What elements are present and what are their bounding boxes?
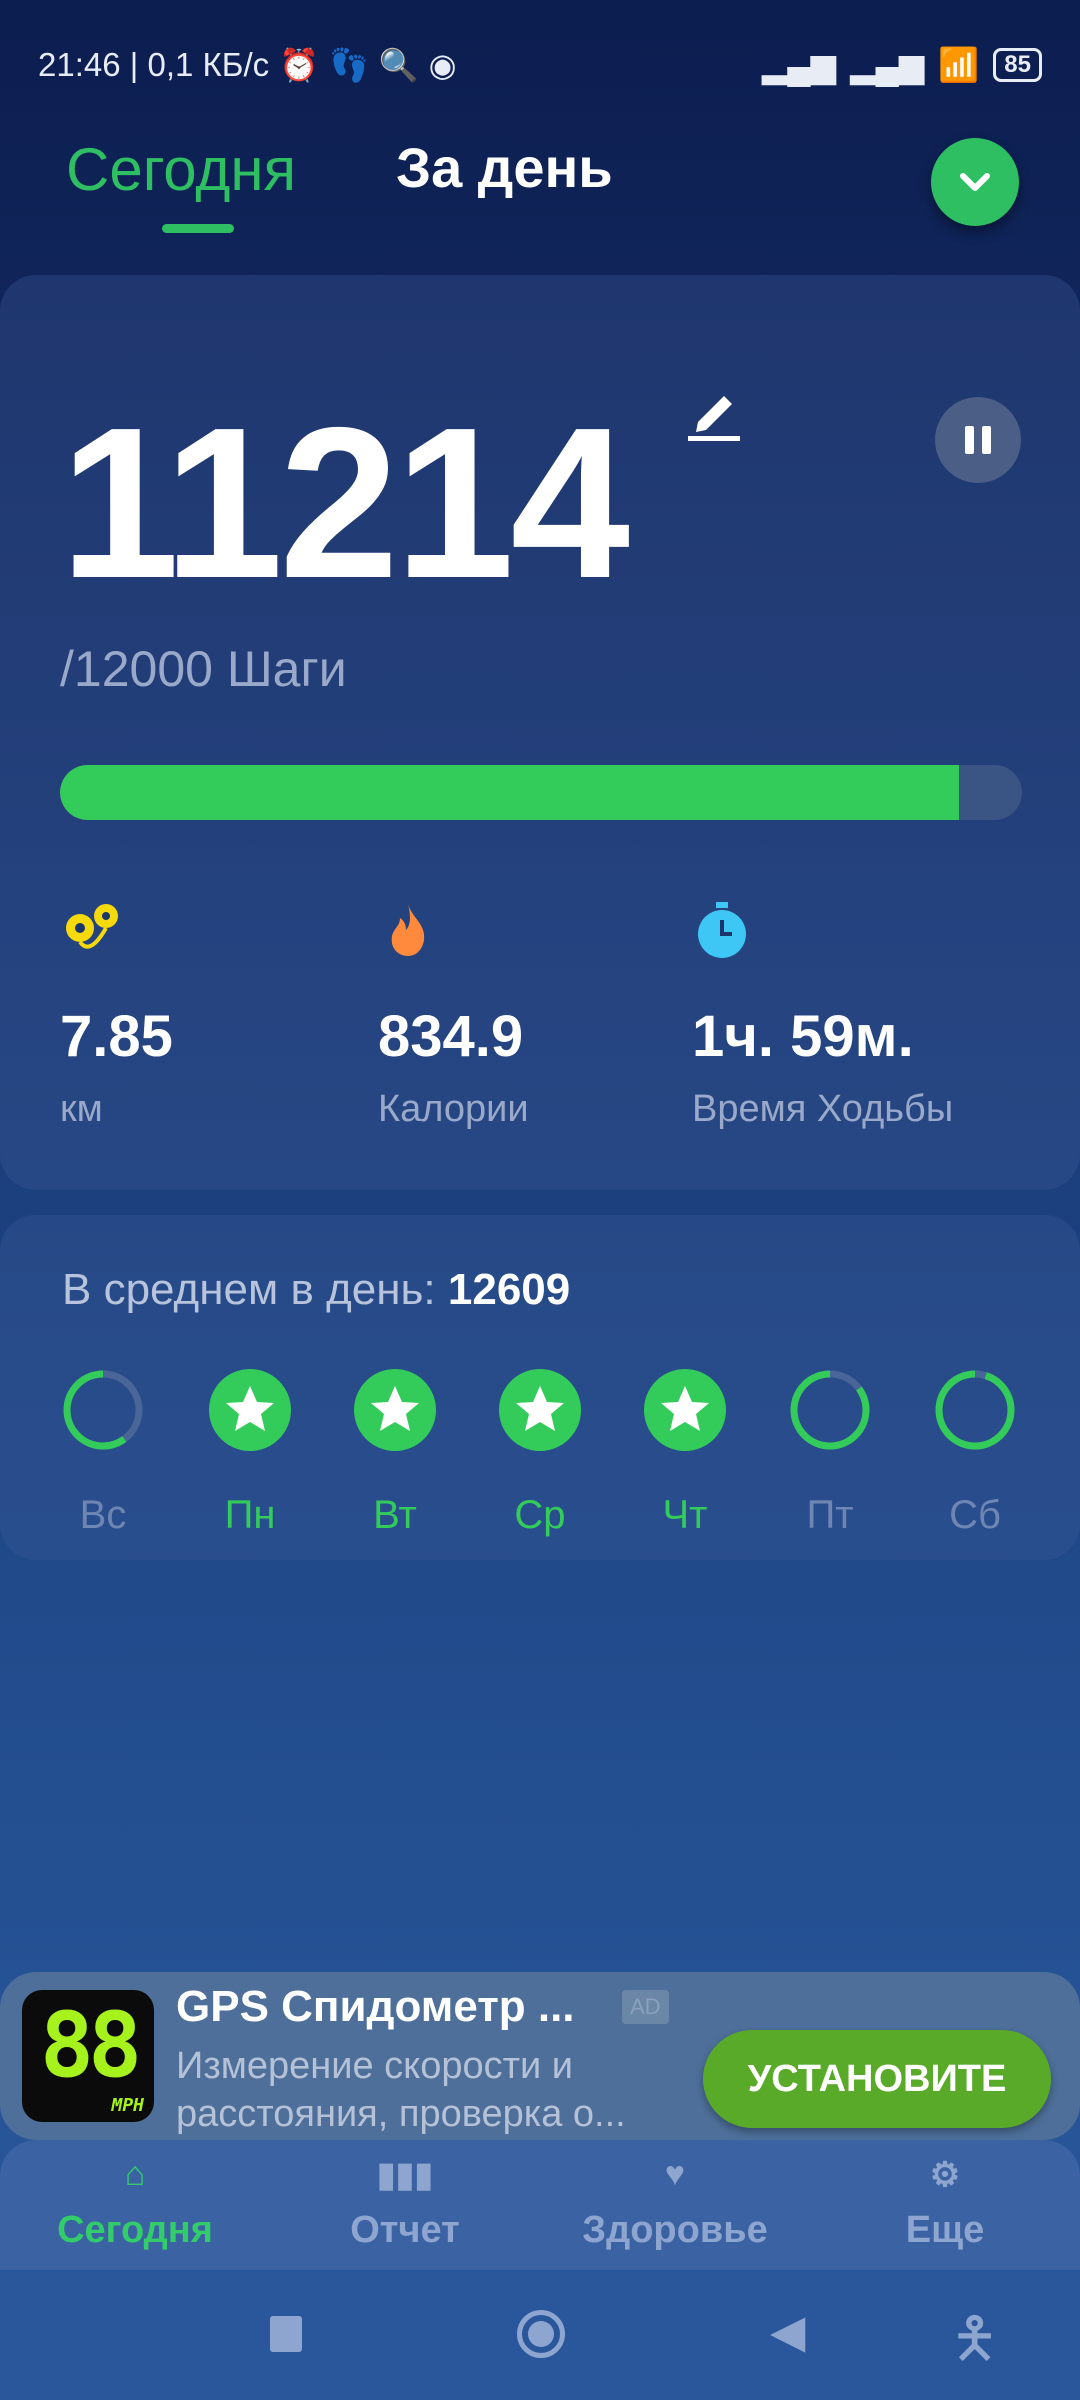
- star-icon: [354, 1369, 436, 1451]
- step-count: 11214: [60, 382, 630, 623]
- home-button[interactable]: [517, 2310, 565, 2358]
- day-label: Ср: [514, 1493, 566, 1537]
- star-icon: [209, 1369, 291, 1451]
- progress-fill: [60, 765, 959, 820]
- system-nav-bar: ◀ 🯅: [0, 2270, 1080, 2400]
- day-1[interactable]: Пн: [200, 1360, 300, 1538]
- stat-calories: 834.9 Калории: [378, 900, 698, 1131]
- ad-description: Измерение скорости и расстояния, проверка…: [176, 2045, 626, 2135]
- day-label: Сб: [949, 1493, 1001, 1537]
- day-label: Чт: [662, 1493, 708, 1537]
- step-progress-bar: [60, 765, 1022, 820]
- tab-per-day[interactable]: За день: [396, 136, 613, 199]
- recents-button[interactable]: [270, 2316, 302, 2352]
- day-6[interactable]: Сб: [925, 1360, 1025, 1538]
- footsteps-icon: 👣: [328, 47, 369, 83]
- gear-icon: ⚙: [929, 2156, 961, 2194]
- day-label: Пн: [224, 1493, 276, 1537]
- back-button[interactable]: ◀: [770, 2305, 806, 2357]
- bottom-nav: ⌂ Сегодня ▮▮▮ Отчет ♥ Здоровье ⚙ Еще: [0, 2140, 1080, 2270]
- flame-icon: [391, 904, 425, 956]
- daily-average: В среднем в день: 12609: [62, 1265, 571, 1314]
- daily-average-value: 12609: [447, 1265, 571, 1314]
- day-label: Вт: [373, 1493, 417, 1537]
- star-icon: [644, 1369, 726, 1451]
- net-speed: 0,1 КБ/с: [147, 46, 270, 83]
- day-4[interactable]: Чт: [635, 1360, 735, 1538]
- calories-label: Калории: [378, 1088, 529, 1130]
- pause-icon: [965, 426, 974, 454]
- battery-icon: 85: [993, 48, 1042, 82]
- home-icon: ⌂: [124, 2155, 146, 2193]
- ad-app-icon: 88 MPH: [22, 1990, 154, 2122]
- nav-health[interactable]: ♥ Здоровье: [540, 2140, 810, 2270]
- ad-icon-unit: MPH: [111, 2095, 144, 2116]
- status-bar: 21:46 | 0,1 КБ/с ⏰ 👣 🔍 ◉ ▂▄▆ ▂▄▆ 📶 85: [38, 40, 1042, 90]
- ad-title[interactable]: GPS Спидометр ...: [176, 1982, 575, 2031]
- install-button[interactable]: УСТАНОВИТЕ: [703, 2030, 1051, 2128]
- pause-button[interactable]: [935, 397, 1021, 483]
- stopwatch-icon: [698, 902, 746, 958]
- clock: 21:46: [38, 46, 121, 83]
- media-icon: ◉: [428, 47, 457, 83]
- expand-button[interactable]: [931, 138, 1019, 226]
- progress-ring-icon: [790, 1370, 870, 1450]
- day-3[interactable]: Ср: [490, 1360, 590, 1538]
- chevron-down-icon: [960, 173, 990, 191]
- day-0[interactable]: Вс: [53, 1360, 153, 1538]
- calories-value: 834.9: [378, 1004, 524, 1069]
- day-label: Пт: [806, 1493, 854, 1537]
- ad-badge: AD: [622, 1990, 669, 2024]
- walk-time-label: Время Ходьбы: [692, 1088, 954, 1130]
- step-goal: /12000 Шаги: [60, 641, 347, 697]
- distance-value: 7.85: [60, 1004, 173, 1069]
- today-card: [0, 275, 1080, 1190]
- progress-ring-icon: [935, 1370, 1015, 1450]
- location-pin-icon: [66, 904, 118, 949]
- alarm-icon: ⏰: [279, 47, 319, 83]
- accessibility-icon[interactable]: 🯅: [950, 2306, 1000, 2369]
- tab-today[interactable]: Сегодня: [66, 136, 296, 203]
- nav-report[interactable]: ▮▮▮ Отчет: [270, 2140, 540, 2270]
- nav-today[interactable]: ⌂ Сегодня: [0, 2140, 270, 2270]
- signal-icon: ▂▄▆: [850, 46, 925, 84]
- signal-icon: ▂▄▆: [761, 46, 837, 84]
- search-icon: 🔍: [378, 47, 419, 83]
- wifi-icon: 📶: [938, 45, 980, 83]
- distance-label: км: [60, 1088, 103, 1130]
- tab-indicator: [162, 224, 234, 233]
- edit-icon[interactable]: [686, 386, 744, 442]
- nav-more[interactable]: ⚙ Еще: [810, 2140, 1080, 2270]
- day-5[interactable]: Пт: [780, 1360, 880, 1538]
- ad-icon-digits: 88: [39, 1993, 142, 2098]
- walk-time-value: 1ч. 59м.: [692, 1004, 914, 1069]
- day-2[interactable]: Вт: [345, 1360, 445, 1538]
- day-label: Вс: [79, 1493, 127, 1537]
- progress-ring-icon: [63, 1370, 143, 1450]
- stat-distance: 7.85 км: [60, 900, 380, 1131]
- stat-walk-time: 1ч. 59м. Время Ходьбы: [692, 900, 1012, 1131]
- star-icon: [499, 1369, 581, 1451]
- heart-pulse-icon: ♥: [664, 2155, 686, 2193]
- bar-chart-icon: ▮▮▮: [376, 2156, 434, 2194]
